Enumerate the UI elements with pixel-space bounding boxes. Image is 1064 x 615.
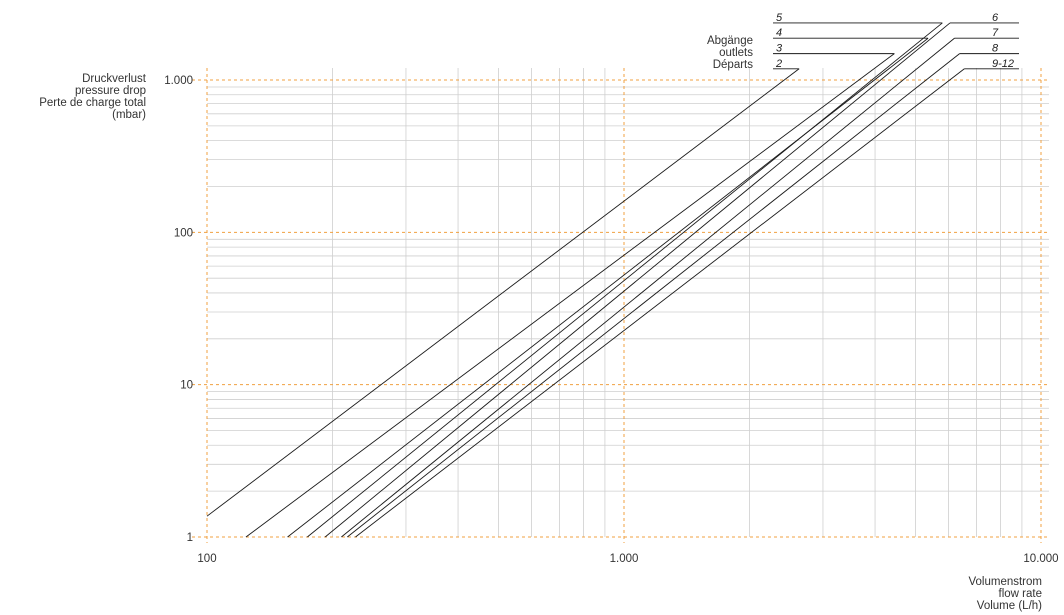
series-label-5: 5	[776, 12, 783, 24]
series-line-2	[206, 68, 800, 517]
series-line-7	[341, 37, 955, 538]
outlets-title-line: Départs	[712, 59, 753, 71]
pressure-drop-curves: 2 3 4 5 6 7 8 9-12	[206, 12, 1019, 538]
x-axis-label-line: flow rate	[998, 588, 1042, 600]
x-tick-label: 1.000	[610, 553, 639, 565]
y-tick-label: 100	[174, 227, 193, 239]
y-tick-label: 10	[180, 380, 193, 392]
y-axis-label-line: (mbar)	[112, 109, 146, 121]
y-axis-label-line: Druckverlust	[82, 73, 146, 85]
outlets-title-line: Abgänge	[706, 35, 753, 47]
x-axis-label-line: Volumenstrom	[968, 576, 1042, 588]
series-line-3	[245, 53, 895, 538]
x-tick-label: 10.000	[1023, 553, 1058, 565]
y-axis-label-line: Perte de charge total	[39, 97, 146, 109]
series-label-2: 2	[775, 58, 782, 70]
series-label-4: 4	[776, 27, 782, 39]
series-label-3: 3	[776, 43, 783, 55]
axis-tick-labels: 100 1.000 10.000 1 10 100 1.000	[164, 75, 1058, 565]
x-axis-label: Volumenstrom flow rate Volume (L/h)	[968, 576, 1042, 612]
series-label-8: 8	[992, 43, 999, 55]
y-tick-label: 1	[187, 532, 193, 544]
x-tick-label: 100	[197, 553, 216, 565]
series-line-6	[324, 22, 951, 538]
series-label-7: 7	[992, 27, 999, 39]
y-axis-label-line: pressure drop	[75, 85, 146, 97]
series-line-9-12	[355, 68, 965, 538]
series-line-5	[307, 22, 943, 538]
series-line-8	[347, 53, 960, 538]
series-label-9-12: 9-12	[992, 58, 1014, 70]
y-tick-label: 1.000	[164, 75, 193, 87]
outlets-legend-title: Abgänge outlets Départs	[707, 35, 753, 71]
y-axis-label: Druckverlust pressure drop Perte de char…	[39, 73, 146, 121]
x-axis-label-line: Volume (L/h)	[976, 600, 1042, 612]
series-label-6: 6	[992, 12, 999, 24]
outlets-title-line: outlets	[719, 47, 753, 59]
series-line-4	[287, 37, 929, 538]
minor-grid	[207, 68, 1049, 537]
major-grid	[192, 68, 1049, 543]
